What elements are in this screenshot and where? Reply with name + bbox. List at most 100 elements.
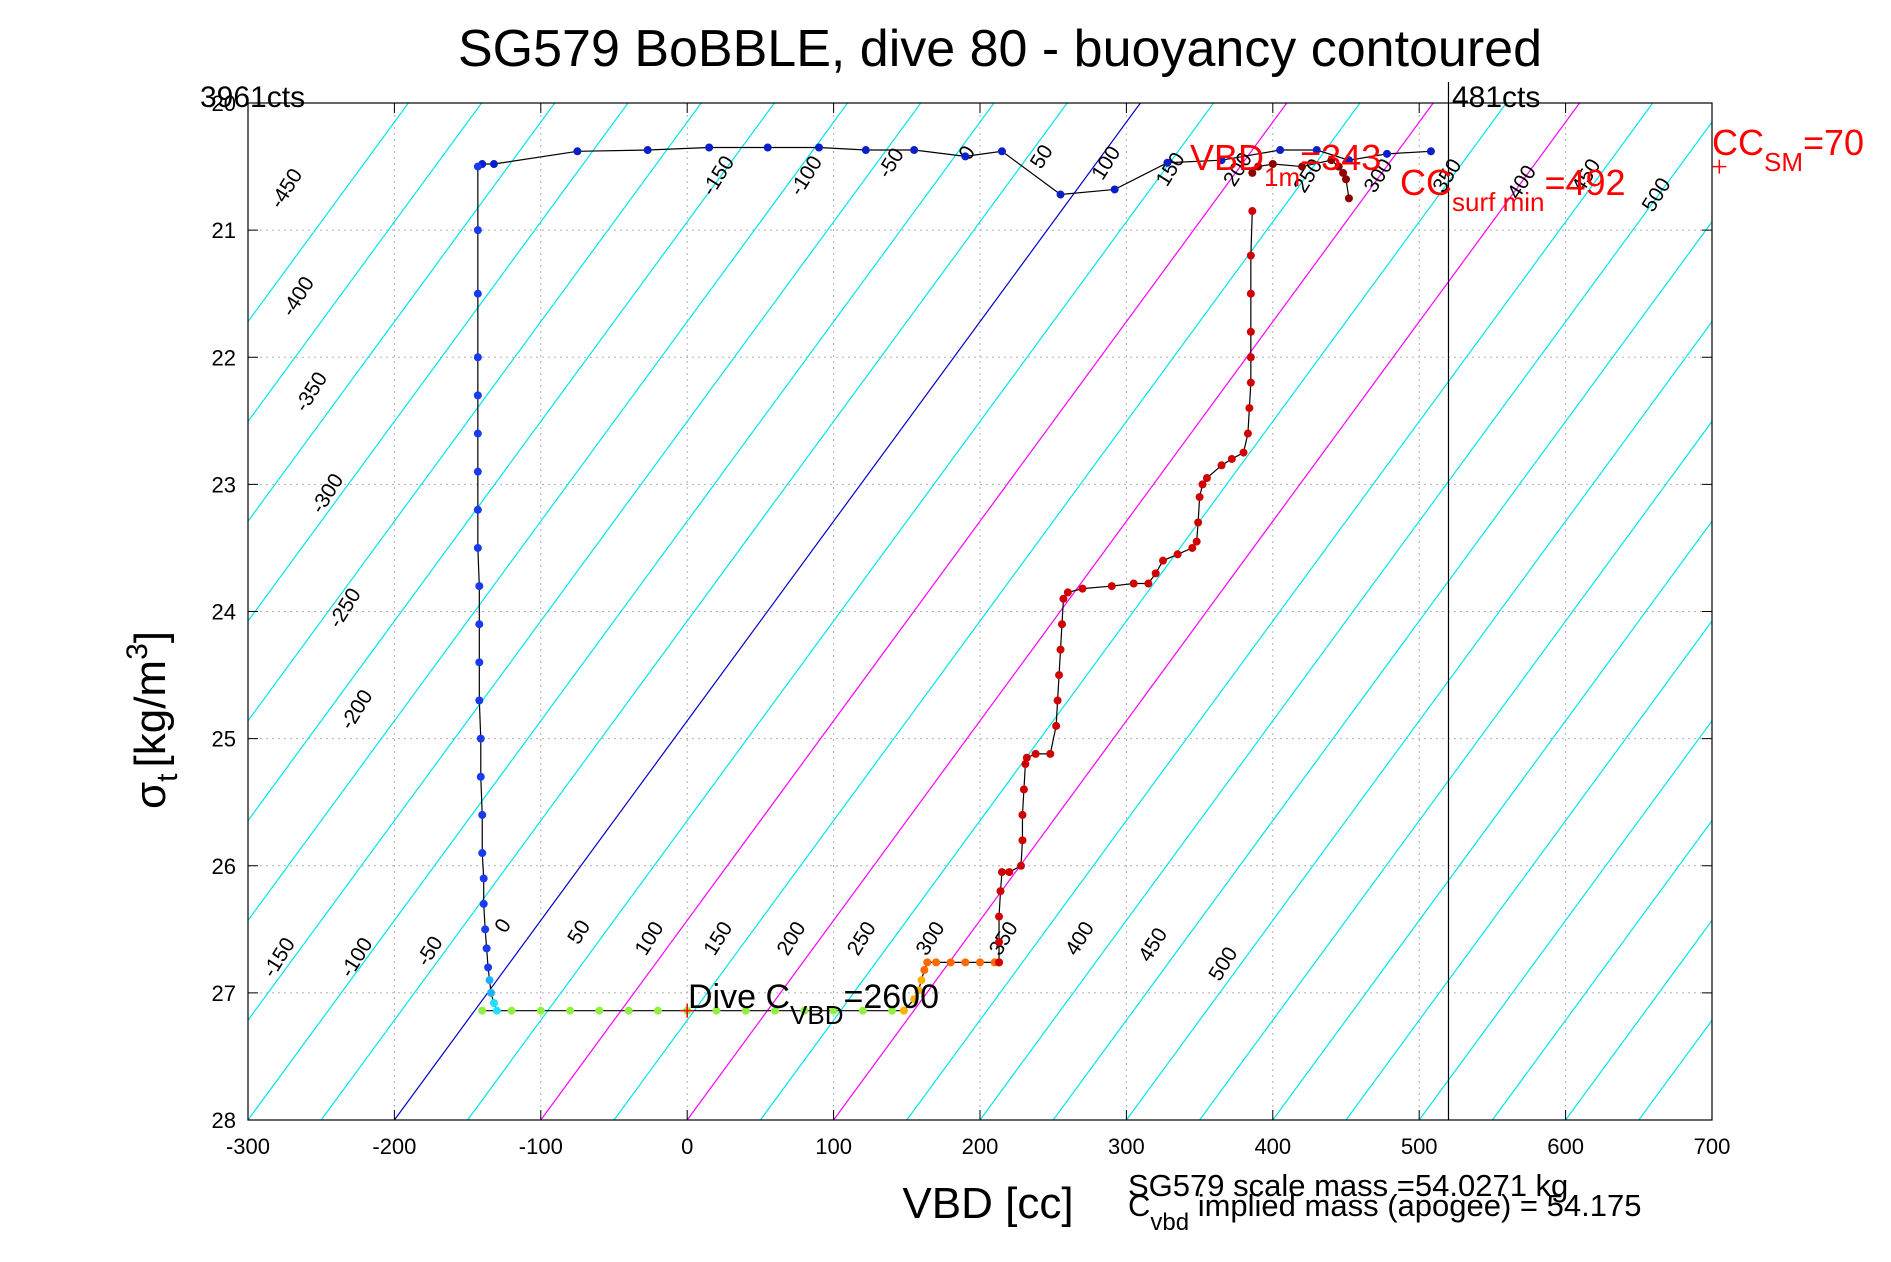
- profile-point: [1298, 162, 1307, 171]
- contour-line: [833, 103, 1581, 1120]
- profile-point: [705, 143, 714, 152]
- cvbd-implied-post: implied mass (apogee) = 54.175: [1189, 1188, 1641, 1223]
- profile-point: [1056, 190, 1065, 199]
- profile-point: [995, 938, 1004, 947]
- cvbd-implied-mass-text: Cvbd implied mass (apogee) = 54.175: [1128, 1188, 1641, 1236]
- profile-point: [1173, 550, 1182, 559]
- profile-point: [475, 620, 484, 629]
- contour-line: [686, 103, 1434, 1120]
- y-tick-label: 23: [212, 472, 236, 497]
- profile-point: [1327, 156, 1336, 165]
- axis-ticks: -300 -200 -100 0 100 200 300 400 500 600 700 20 21 22…: [212, 91, 1731, 1159]
- contour-line: [1858, 103, 1891, 1120]
- profile-point: [1217, 461, 1226, 470]
- svg-text:σt[kg/m3]: σt [kg/m3]: [121, 631, 184, 809]
- profile-point: [595, 1006, 604, 1015]
- profile-point: [478, 1006, 487, 1015]
- profile-point: [478, 849, 487, 858]
- profile-point: [1018, 810, 1027, 819]
- contour-line: [1272, 520, 1712, 1120]
- profile-point: [1239, 448, 1248, 457]
- profile-point: [961, 152, 970, 161]
- profile-points: [473, 143, 1435, 1015]
- profile-point: [1144, 579, 1153, 588]
- profile-point: [1056, 645, 1065, 654]
- profile-point: [923, 958, 932, 967]
- profile-point: [763, 143, 772, 152]
- profile-point: [1254, 162, 1263, 171]
- profile-point: [1078, 584, 1087, 593]
- profile-point: [492, 1006, 501, 1015]
- y-tick-label: 22: [212, 345, 236, 370]
- profile-point: [1342, 175, 1350, 184]
- profile-point: [1188, 543, 1197, 552]
- contour-line: [906, 103, 1654, 1120]
- profile-point: [473, 391, 482, 400]
- contour-line: [320, 103, 1068, 1120]
- profile-point: [1382, 149, 1391, 158]
- profile-point: [1016, 861, 1025, 870]
- profile-point: [473, 353, 482, 362]
- profile-point: [1057, 620, 1066, 629]
- cvbd-implied-sub: vbd: [1150, 1209, 1189, 1236]
- profile-point: [1246, 353, 1255, 362]
- profile-point: [1268, 160, 1277, 169]
- profile-point: [1246, 378, 1255, 387]
- profile-point: [1192, 537, 1201, 546]
- profile-point: [479, 899, 488, 908]
- y-tick-label: 21: [212, 218, 236, 243]
- profile-point: [473, 543, 482, 552]
- contour-line: [613, 103, 1361, 1120]
- y-tick-label: 20: [212, 91, 236, 116]
- profile-point: [1195, 493, 1204, 502]
- profile-point: [566, 1006, 575, 1015]
- profile-point: [485, 976, 494, 985]
- profile-point: [995, 912, 1004, 921]
- dive-cvbd-annotation: Dive CVBD=2600: [688, 978, 939, 1030]
- x-tick-label: 700: [1694, 1134, 1731, 1159]
- cc-sm-post: =70: [1803, 122, 1864, 163]
- profile-point: [1202, 474, 1211, 483]
- dive-cvbd-post: =2600: [844, 978, 940, 1016]
- y-axis-label-close: ]: [126, 631, 175, 643]
- x-tick-label: -300: [226, 1134, 270, 1159]
- cc-sm-pre: CC: [1712, 122, 1764, 163]
- vbd-1m-sub: 1m: [1264, 162, 1300, 192]
- counts-right: 481cts: [1452, 81, 1540, 114]
- profile-point: [946, 958, 955, 967]
- y-axis-label-sub: t: [151, 773, 184, 782]
- vbd-1m-post: =343: [1300, 137, 1381, 178]
- y-axis-label: σt [kg/m3]: [121, 631, 184, 809]
- contour-line: [248, 103, 849, 922]
- profile-point: [1248, 207, 1257, 216]
- profile-point: [1198, 480, 1207, 489]
- profile-point: [479, 874, 488, 883]
- profile-point: [1159, 556, 1167, 565]
- contour-line: [248, 103, 483, 423]
- profile-point: [507, 1006, 516, 1015]
- profile-point: [1019, 785, 1028, 794]
- profile-point: [473, 289, 482, 298]
- profile-point: [829, 1006, 838, 1015]
- profile-point: [1022, 753, 1031, 762]
- profile-point: [1110, 185, 1119, 194]
- profile-point: [800, 1006, 809, 1015]
- profile-point: [1339, 168, 1348, 177]
- profile-point: [473, 429, 482, 438]
- x-axis-label: VBD [cc]: [902, 1179, 1073, 1228]
- profile-point: [536, 1006, 545, 1015]
- profile-point: [1005, 868, 1014, 877]
- scale-mass-text: SG579 scale mass =54.0271 kg: [1128, 1168, 1568, 1203]
- profile-point: [1243, 429, 1252, 438]
- profile-point: [1046, 749, 1055, 758]
- profile-point: [1129, 579, 1138, 588]
- profile-point: [1151, 569, 1160, 578]
- profile-point: [1031, 749, 1040, 758]
- profile-point: [961, 958, 970, 967]
- contour-line: [1125, 320, 1712, 1120]
- profile-point: [476, 734, 485, 743]
- profile-point: [858, 1006, 867, 1015]
- contour-line: [248, 103, 702, 722]
- contour-line: [1785, 103, 1891, 1120]
